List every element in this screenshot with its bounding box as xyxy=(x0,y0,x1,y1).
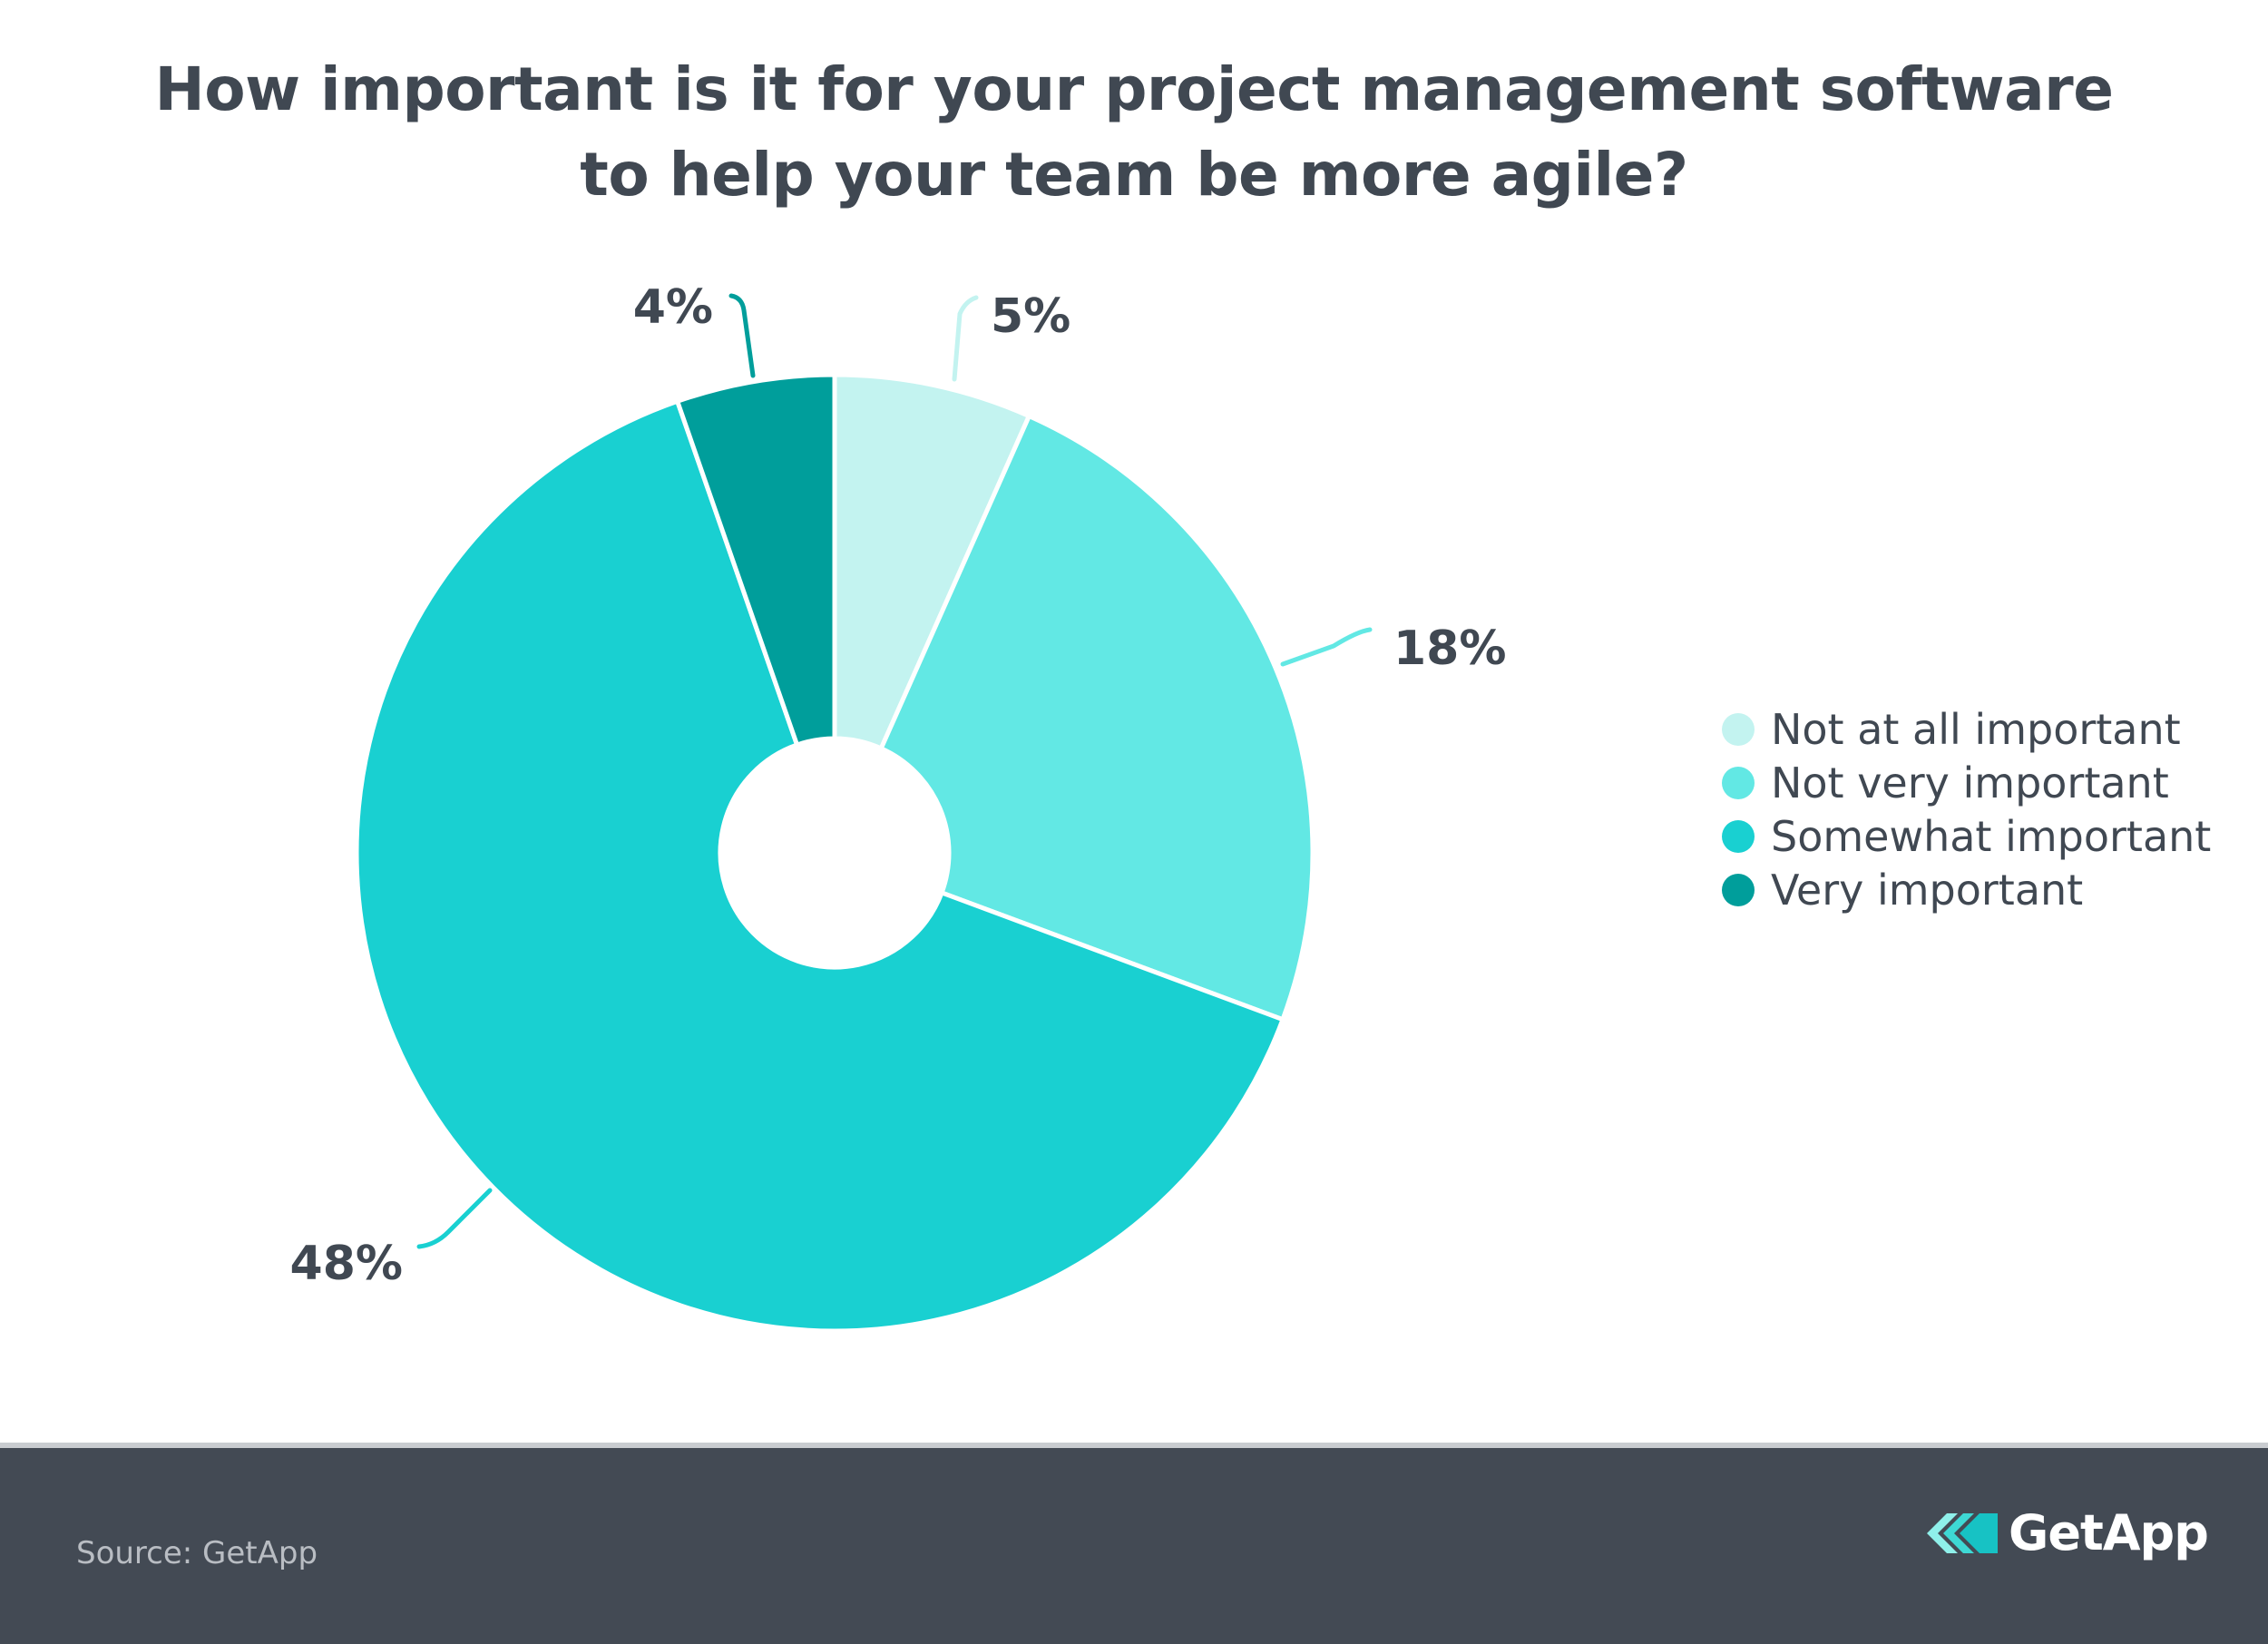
legend-label: Not very important xyxy=(1771,758,2169,807)
slice-somewhat-important xyxy=(354,398,1286,1334)
data-label: 5% xyxy=(991,289,1070,344)
leader-line xyxy=(416,1188,493,1249)
legend-item-somewhat-important: Somewhat important xyxy=(1722,809,2211,863)
slice-not-very-important xyxy=(878,414,1315,1023)
chart-title-line-1: How important is it for your project man… xyxy=(154,54,2114,124)
legend: Not at all important Not very important … xyxy=(1722,702,2211,916)
data-label: 18% xyxy=(1393,621,1506,676)
legend-item-not-at-all-important: Not at all important xyxy=(1722,702,2211,756)
slice-very-important xyxy=(675,372,837,748)
label-leader-lines xyxy=(416,293,1373,1249)
footer-bar: Source: GetApp GetApp xyxy=(0,1443,2268,1644)
chart-title-line-2: to help your team be more agile? xyxy=(580,140,1688,210)
brand-logo: GetApp xyxy=(1927,1504,2209,1561)
legend-item-not-very-important: Not very important xyxy=(1722,756,2211,809)
legend-item-very-important: Very important xyxy=(1722,863,2211,916)
legend-label: Not at all important xyxy=(1771,704,2181,754)
getapp-logo-icon xyxy=(1927,1512,1998,1553)
source-text: Source: GetApp xyxy=(76,1535,318,1571)
leader-line xyxy=(952,295,979,382)
chart-title: How important is it for your project man… xyxy=(0,47,2268,218)
slice-labels: 5% 18% 48% 4% xyxy=(290,280,1507,1291)
legend-label: Very important xyxy=(1771,865,2084,915)
legend-swatch xyxy=(1722,819,1755,853)
legend-swatch xyxy=(1722,766,1755,799)
data-label: 48% xyxy=(290,1237,403,1291)
slice-not-at-all-important xyxy=(832,372,1031,751)
leader-line xyxy=(1280,627,1373,667)
donut-chart: 5% 18% 48% 4% xyxy=(289,280,1507,1334)
legend-label: Somewhat important xyxy=(1771,811,2212,861)
legend-swatch xyxy=(1722,873,1755,906)
data-label: 4% xyxy=(633,280,713,335)
donut-slices xyxy=(354,372,1315,1334)
leader-line xyxy=(728,293,756,378)
brand-name: GetApp xyxy=(2009,1504,2209,1561)
legend-swatch xyxy=(1722,712,1755,746)
